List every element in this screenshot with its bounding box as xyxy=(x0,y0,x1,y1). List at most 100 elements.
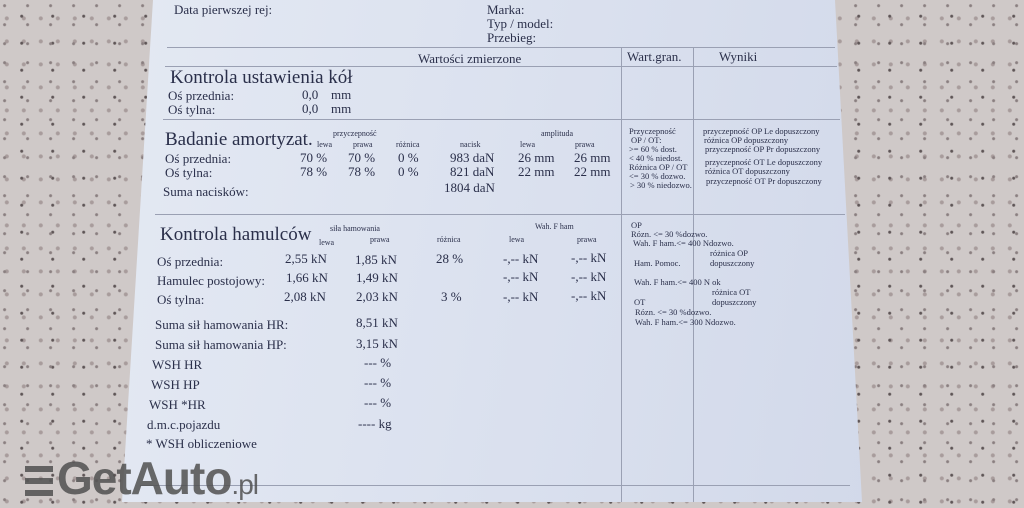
shock-h-load: nacisk xyxy=(460,140,481,149)
result-line: przyczepność OT Le dopuszczony xyxy=(705,157,823,167)
logo-tld: .pl xyxy=(231,469,259,500)
shock-h-grip: przyczepność xyxy=(333,129,377,138)
result-line: różnica OP dopuszczony xyxy=(704,135,789,145)
diff-value: 3 % xyxy=(441,289,462,304)
limit-line: Wah. F ham.<= 400 N ok xyxy=(634,277,721,287)
sum-value: --- % xyxy=(364,395,392,410)
wah-right-value: -,-- kN xyxy=(571,288,607,303)
table-top-rule xyxy=(167,47,835,48)
col-results: Wyniki xyxy=(719,49,758,64)
model-label: Typ / model: xyxy=(487,16,554,31)
header-rule xyxy=(165,66,837,67)
shock-h-diff: różnica xyxy=(396,140,420,149)
brakes-h-wah: Wah. F ham xyxy=(535,222,574,231)
limit-line: < 40 % niedost. xyxy=(629,153,683,163)
result-line: dopuszczony xyxy=(710,258,755,268)
left-value: 2,08 kN xyxy=(284,289,326,304)
left-value: 2,55 kN xyxy=(285,251,327,266)
brakes-title: Kontrola hamulców xyxy=(160,224,312,245)
alignment-row-label: Oś tylna: xyxy=(168,102,216,117)
right-value: 2,03 kN xyxy=(356,289,398,304)
shock-h-amp-left: lewa xyxy=(520,140,536,149)
limit-line: > 30 % niedozwo. xyxy=(630,180,692,190)
right-value: 1,49 kN xyxy=(356,270,398,285)
limit-line: Przyczepność xyxy=(629,126,676,136)
sum-label: d.m.c.pojazdu xyxy=(147,417,221,432)
mileage-label: Przebieg: xyxy=(487,30,537,45)
brakes-h-diff: różnica xyxy=(437,235,461,244)
brakes-h-right: prawa xyxy=(370,235,390,244)
limit-line: OP / OT: xyxy=(631,135,662,145)
result-line: przyczepność OP Le dopuszczony xyxy=(703,126,820,136)
sum-value: --- % xyxy=(364,355,392,370)
getauto-watermark-logo: GetAuto.pl xyxy=(25,452,259,504)
sum-label: WSH *HR xyxy=(149,397,206,412)
alignment-row-label: Oś przednia: xyxy=(168,88,235,103)
footnote: * WSH obliczeniowe xyxy=(146,436,257,451)
wah-right-value: -,-- kN xyxy=(571,250,607,265)
diff-value: 0 % xyxy=(398,150,419,165)
limit-line: >= 60 % dost. xyxy=(629,144,677,154)
limit-line: Wah. F ham.<= 300 Ndozwo. xyxy=(635,317,736,327)
right-value: 1,85 kN xyxy=(355,252,397,267)
limit-line: OT xyxy=(634,297,646,307)
amp-left-value: 22 mm xyxy=(518,164,555,179)
alignment-row-value: 0,0 xyxy=(302,101,319,116)
sum-label: WSH HP xyxy=(151,377,200,392)
make-label: Marka: xyxy=(487,2,525,17)
result-line: przyczepność OP Pr dopuszczony xyxy=(705,144,821,154)
shock-sum-value: 1804 daN xyxy=(444,180,495,195)
shock-h-right: prawa xyxy=(353,140,373,149)
first-reg-label: Data pierwszej rej: xyxy=(174,2,273,17)
row-label: Oś tylna: xyxy=(157,292,205,307)
row-label: Hamulec postojowy: xyxy=(157,273,265,288)
wah-right-value: -,-- kN xyxy=(571,269,607,284)
shock-h-left: lewa xyxy=(317,140,333,149)
logo-brand: GetAuto xyxy=(57,452,232,504)
shock-h-amp: amplituda xyxy=(541,129,573,138)
sum-value: ---- kg xyxy=(358,416,392,431)
logo-bars-icon xyxy=(25,466,53,496)
amp-left-value: 26 mm xyxy=(518,150,555,165)
brakes-h-force: siła hamowania xyxy=(330,224,380,233)
shock-sum-label: Suma nacisków: xyxy=(163,184,249,199)
sum-value: 3,15 kN xyxy=(356,336,398,351)
sum-value: 8,51 kN xyxy=(356,315,398,330)
brakes-h-wah-right: prawa xyxy=(577,235,597,244)
right-value: 70 % xyxy=(348,150,376,165)
left-value: 1,66 kN xyxy=(286,270,328,285)
section-rule-3 xyxy=(140,485,850,486)
shock-title: Badanie amortyzat. xyxy=(165,129,313,150)
limit-line: Rózn. <= 30 %dozwo. xyxy=(635,307,712,317)
sum-label: Suma sił hamowania HR: xyxy=(155,317,289,332)
right-value: 78 % xyxy=(348,164,376,179)
left-value: 70 % xyxy=(300,150,328,165)
sum-label: Suma sił hamowania HP: xyxy=(155,337,287,352)
col-limits: Wart.gran. xyxy=(627,49,682,64)
limit-line: Różnica OP / OT xyxy=(629,162,688,172)
result-line: różnica OT dopuszczony xyxy=(705,166,790,176)
load-value: 821 daN xyxy=(450,164,495,179)
result-line: różnica OP xyxy=(710,248,749,258)
alignment-row-value: 0,0 xyxy=(302,87,319,102)
diff-value: 28 % xyxy=(436,251,464,266)
wah-left-value: -,-- kN xyxy=(503,289,539,304)
alignment-row-unit: mm xyxy=(331,87,352,102)
row-label: Oś przednia: xyxy=(165,151,232,166)
load-value: 983 daN xyxy=(450,150,495,165)
row-label: Oś przednia: xyxy=(157,254,224,269)
sum-value: --- % xyxy=(364,375,392,390)
section-rule-1 xyxy=(163,119,840,120)
left-value: 78 % xyxy=(300,164,328,179)
limit-line: <= 30 % dozwo. xyxy=(629,171,686,181)
limit-line: Rózn. <= 30 %dozwo. xyxy=(631,229,708,239)
amp-right-value: 22 mm xyxy=(574,164,611,179)
limit-line: OP xyxy=(631,220,642,230)
result-line: różnica OT xyxy=(712,287,751,297)
brakes-h-left: lewa xyxy=(319,238,335,247)
shock-h-amp-right: prawa xyxy=(575,140,595,149)
col-measured: Wartości zmierzone xyxy=(418,51,522,66)
diff-value: 0 % xyxy=(398,164,419,179)
alignment-title: Kontrola ustawienia kół xyxy=(170,67,353,88)
